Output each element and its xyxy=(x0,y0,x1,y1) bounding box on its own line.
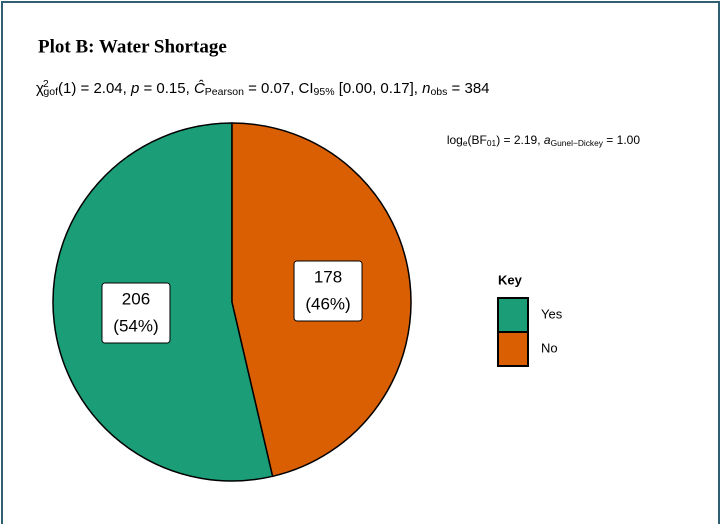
text-part: [0.00, 0.17], xyxy=(335,80,423,97)
legend-swatch xyxy=(497,297,529,333)
chart-subtitle: χ2 gof(1) = 2.04, p = 0.15, ĈPearson = 0.… xyxy=(36,78,490,98)
text-part: ) = 2.19, xyxy=(496,133,544,147)
text-part: χ xyxy=(36,80,44,97)
text-part: n xyxy=(422,80,430,97)
text-part: (1) = 2.04, xyxy=(58,80,131,97)
value-label: 206 xyxy=(122,290,150,309)
text-part: 95% xyxy=(314,86,335,98)
label-box xyxy=(293,260,363,322)
text-part: (BF xyxy=(468,133,487,147)
chart-title: Plot B: Water Shortage xyxy=(38,36,227,57)
text-part: log xyxy=(447,133,463,147)
percentage-label: (54%) xyxy=(113,317,158,336)
label-box xyxy=(101,282,171,344)
text-part: = 0.07, CI xyxy=(244,80,314,97)
chart-caption: loge(BF01) = 2.19, aGunel−Dickey = 1.00 xyxy=(447,133,640,147)
text-part: e xyxy=(463,138,468,148)
percentage-label: (46%) xyxy=(305,294,350,313)
text-part: Ĉ xyxy=(194,80,205,97)
value-label: 178 xyxy=(314,267,342,286)
legend-title: Key xyxy=(498,272,523,287)
text-part: 01 xyxy=(487,138,497,148)
legend-swatch xyxy=(497,331,529,367)
text-part: obs xyxy=(430,86,447,98)
text-part: = 1.00 xyxy=(603,133,640,147)
text-part: = 0.15, xyxy=(139,80,194,97)
text-part: a xyxy=(544,133,551,147)
text-part: 2 xyxy=(43,78,49,90)
text-part: Pearson xyxy=(205,86,244,98)
legend-label: Yes xyxy=(541,306,563,321)
text-part: p xyxy=(130,80,139,97)
text-part: gof xyxy=(43,86,58,98)
legend-label: No xyxy=(541,340,558,355)
text-part: = 384 xyxy=(447,80,489,97)
text-part: Gunel−Dickey xyxy=(551,138,604,148)
